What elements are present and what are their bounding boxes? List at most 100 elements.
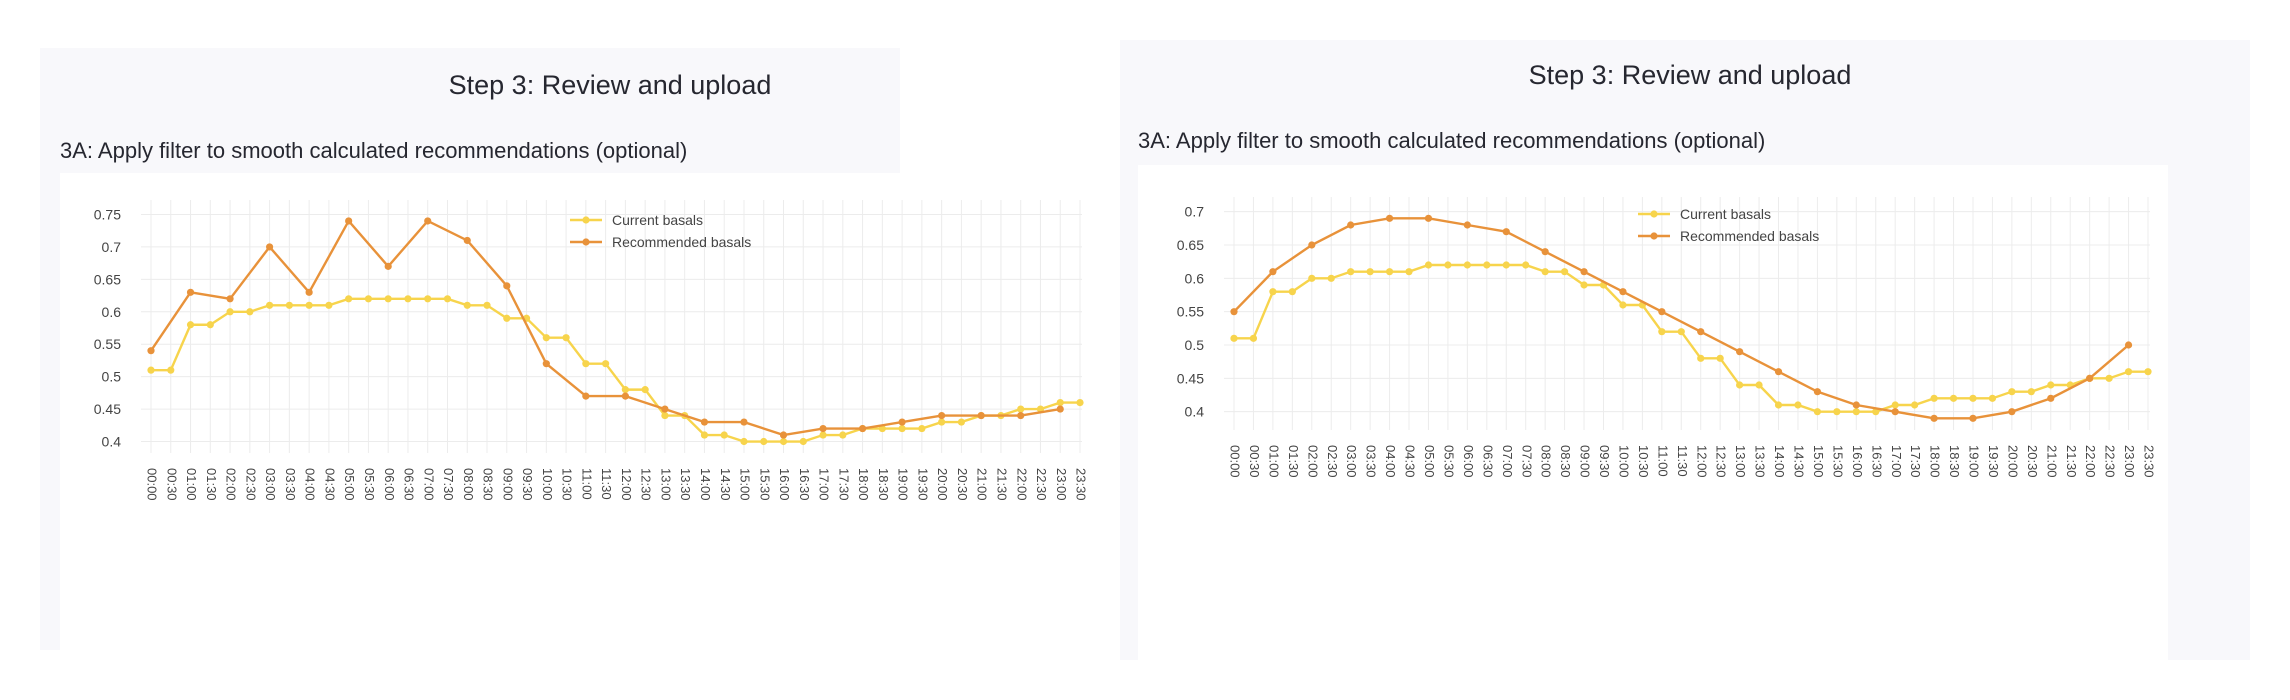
x-tick-label: 17:00: [817, 468, 832, 501]
data-point-current: [957, 418, 966, 426]
data-point-current: [1424, 261, 1433, 269]
data-point-current: [325, 301, 333, 309]
data-point-recommended: [700, 418, 709, 426]
series-line-recommended: [150, 218, 1061, 437]
data-point-current: [1405, 268, 1413, 276]
x-tick-label: 10:00: [540, 468, 555, 501]
data-point-current: [1522, 261, 1530, 269]
data-point-current: [246, 308, 254, 316]
x-tick-label: 09:00: [1578, 445, 1593, 478]
y-tick-label: 0.4: [1185, 404, 1205, 420]
data-point-recommended: [938, 411, 946, 420]
x-tick-label: 00:30: [164, 468, 179, 501]
data-point-current: [2105, 374, 2113, 382]
data-point-recommended: [2047, 394, 2055, 402]
data-point-current: [1308, 274, 1316, 282]
x-tick-label: 14:30: [718, 468, 733, 501]
data-point-current: [1580, 281, 1588, 289]
x-tick-label: 04:00: [1383, 445, 1398, 478]
data-point-current: [839, 431, 847, 439]
data-point-current: [1366, 268, 1374, 276]
x-tick-label: 10:00: [1616, 445, 1631, 478]
x-tick-label: 21:00: [975, 468, 990, 501]
data-point-current: [147, 366, 155, 374]
y-tick-label: 0.65: [94, 271, 121, 287]
data-point-recommended: [1736, 348, 1744, 356]
x-tick-label: 01:30: [204, 468, 219, 501]
x-tick-label: 13:30: [1753, 445, 1768, 478]
data-point-recommended: [1930, 414, 1938, 422]
data-point-recommended: [1658, 308, 1666, 316]
data-point-recommended: [582, 392, 590, 400]
data-point-current: [740, 437, 748, 446]
x-tick-label: 02:30: [1325, 445, 1340, 478]
x-tick-label: 03:00: [263, 468, 278, 501]
data-point-current: [602, 360, 610, 368]
legend-marker: [582, 216, 590, 224]
x-tick-label: 12:00: [619, 468, 634, 501]
y-tick-label: 0.7: [102, 239, 122, 255]
x-tick-label: 03:30: [283, 468, 298, 501]
data-point-current: [1288, 288, 1296, 296]
data-point-recommended: [2124, 341, 2133, 349]
data-point-current: [2124, 368, 2133, 376]
data-point-current: [483, 301, 491, 309]
x-tick-label: 05:00: [342, 468, 357, 501]
legend-label: Recommended basals: [1680, 228, 1819, 244]
x-tick-label: 06:00: [1461, 445, 1476, 478]
x-tick-label: 16:30: [1869, 445, 1884, 478]
basal-chart-right[interactable]: 0.4 0.45 0.5 0.55 0.6 0.65 0.7 00:00 00:30 01:00 0…: [1138, 165, 2168, 660]
legend-label: Recommended basals: [612, 234, 751, 250]
legend-marker: [1650, 232, 1658, 240]
data-point-current: [819, 431, 827, 439]
data-point-current: [621, 386, 629, 394]
data-point-current: [1755, 381, 1763, 389]
x-tick-label: 20:00: [935, 468, 950, 501]
data-point-current: [562, 334, 570, 342]
data-point-current: [1969, 394, 1977, 402]
x-tick-label: 22:30: [1034, 468, 1049, 501]
data-point-current: [2008, 388, 2016, 396]
data-point-recommended: [1502, 228, 1510, 236]
data-point-recommended: [2086, 374, 2094, 382]
data-point-current: [1249, 334, 1258, 342]
x-tick-label: 17:30: [836, 468, 851, 501]
x-tick-label: 21:30: [994, 468, 1009, 501]
data-point-current: [226, 308, 234, 316]
data-point-recommended: [1541, 248, 1549, 256]
x-tick-label: 14:00: [698, 468, 713, 501]
chart-card: 0.4 0.45 0.5 0.55 0.6 0.65 0.7 0.75 00:00 00:30 01…: [60, 173, 1100, 650]
data-point-current: [503, 314, 511, 322]
y-tick-label: 0.65: [1177, 237, 1204, 253]
x-tick-label: 11:00: [1655, 445, 1670, 477]
data-point-recommended: [1424, 214, 1433, 222]
x-tick-label: 02:00: [1305, 445, 1320, 478]
x-tick-label: 19:00: [896, 468, 911, 501]
data-point-recommended: [147, 347, 155, 355]
data-point-current: [345, 295, 353, 303]
x-tick-label: 18:00: [1928, 445, 1943, 478]
x-tick-label: 16:00: [1850, 445, 1865, 478]
data-point-recommended: [1056, 405, 1064, 413]
data-point-recommended: [2008, 408, 2016, 416]
data-point-recommended: [858, 424, 867, 433]
data-point-recommended: [1269, 268, 1277, 276]
x-tick-label: 05:00: [1422, 445, 1437, 478]
data-point-current: [285, 301, 293, 309]
data-point-recommended: [384, 262, 392, 270]
x-tick-label: 20:30: [2025, 445, 2040, 478]
x-tick-label: 19:30: [1986, 445, 2001, 478]
data-point-recommended: [1774, 368, 1783, 376]
x-tick-label: 02:30: [243, 468, 258, 501]
x-tick-label: 22:00: [1014, 468, 1029, 501]
x-tick-label: 01:30: [1286, 445, 1301, 478]
data-point-recommended: [265, 243, 274, 251]
data-point-recommended: [305, 288, 313, 296]
x-tick-label: 07:30: [1519, 445, 1534, 478]
x-tick-label: 11:30: [599, 468, 614, 500]
data-point-recommended: [226, 295, 234, 303]
data-point-recommended: [345, 217, 353, 225]
y-tick-label: 0.45: [1177, 370, 1204, 386]
basal-chart-left[interactable]: 0.4 0.45 0.5 0.55 0.6 0.65 0.7 0.75 00:00 00:30 01…: [60, 173, 1100, 650]
x-tick-label: 23:30: [1074, 468, 1089, 501]
